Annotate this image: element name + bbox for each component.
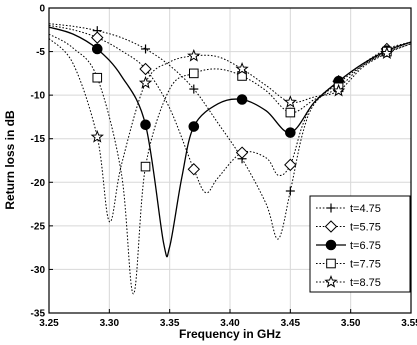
y-axis-ticks: 0 -5 -10 -15 -20 -25 -30 -35: [31, 4, 53, 320]
legend-label: t=7.75: [350, 259, 381, 271]
legend: t=4.75 t=5.75 t=6.75 t=7.75 t=8.75: [309, 195, 411, 293]
data-point-marker: [235, 146, 249, 159]
series-line: [48, 23, 412, 240]
y-tick-label: -10: [31, 91, 46, 102]
data-point-marker: [138, 75, 153, 89]
legend-entry: t=7.75: [316, 259, 381, 271]
series-line: [48, 38, 412, 223]
data-point-marker: [285, 107, 296, 118]
legend-marker: [324, 275, 338, 288]
x-tick-label: 3.25: [39, 318, 59, 329]
x-axis-label: Frequency in GHz: [179, 327, 281, 341]
data-point-marker: [187, 163, 201, 176]
x-tick-label: 3.35: [160, 318, 180, 329]
y-tick-label: 0: [39, 4, 45, 15]
legend-label: t=5.75: [350, 222, 381, 234]
x-tick-label: 3.45: [281, 318, 301, 329]
data-point-marker: [284, 158, 297, 172]
legend-marker: [325, 239, 337, 251]
x-tick-label: 3.40: [220, 318, 240, 329]
data-point-marker: [235, 62, 249, 75]
y-tick-label: -5: [36, 47, 45, 58]
series-lines: [48, 23, 412, 295]
data-point-marker: [189, 84, 199, 94]
legend-marker: [326, 203, 336, 213]
data-point-marker: [92, 72, 103, 83]
legend-marker: [326, 258, 336, 269]
legend-entry: t=8.75: [316, 275, 381, 289]
data-point-marker: [139, 62, 152, 76]
y-tick-label: -25: [31, 221, 46, 232]
data-point-marker: [283, 95, 297, 108]
data-point-marker: [91, 43, 103, 55]
plot-frame: [48, 7, 412, 314]
legend-entry: t=5.75: [316, 220, 381, 234]
data-point-marker: [331, 83, 346, 97]
x-tick-label: 3.30: [100, 318, 120, 329]
data-point-marker: [188, 121, 200, 132]
y-tick-label: -20: [31, 178, 46, 189]
data-point-marker: [90, 129, 104, 143]
data-point-marker: [91, 31, 104, 44]
data-point-marker: [380, 46, 394, 59]
data-point-marker: [140, 119, 151, 131]
legend-entry: t=6.75: [316, 239, 381, 252]
data-point-marker: [141, 44, 151, 54]
legend-label: t=8.75: [350, 277, 381, 289]
y-tick-label: -35: [31, 309, 46, 320]
series-5: [48, 38, 412, 223]
y-tick-label: -30: [31, 265, 46, 276]
x-tick-label: 3.55: [401, 318, 417, 329]
x-tick-label: 3.50: [341, 318, 361, 329]
data-point-marker: [285, 127, 296, 138]
data-point-marker: [187, 48, 201, 62]
legend-marker: [324, 220, 338, 233]
legend-entry: t=4.75: [316, 203, 381, 215]
data-point-marker: [189, 68, 199, 79]
y-tick-label: -15: [31, 134, 46, 145]
data-point-marker: [140, 161, 151, 172]
data-point-marker: [236, 94, 248, 105]
legend-label: t=6.75: [350, 240, 381, 252]
y-axis-label: Return loss in dB: [3, 110, 17, 210]
legend-label: t=4.75: [350, 203, 381, 215]
data-point-marker: [285, 186, 295, 196]
